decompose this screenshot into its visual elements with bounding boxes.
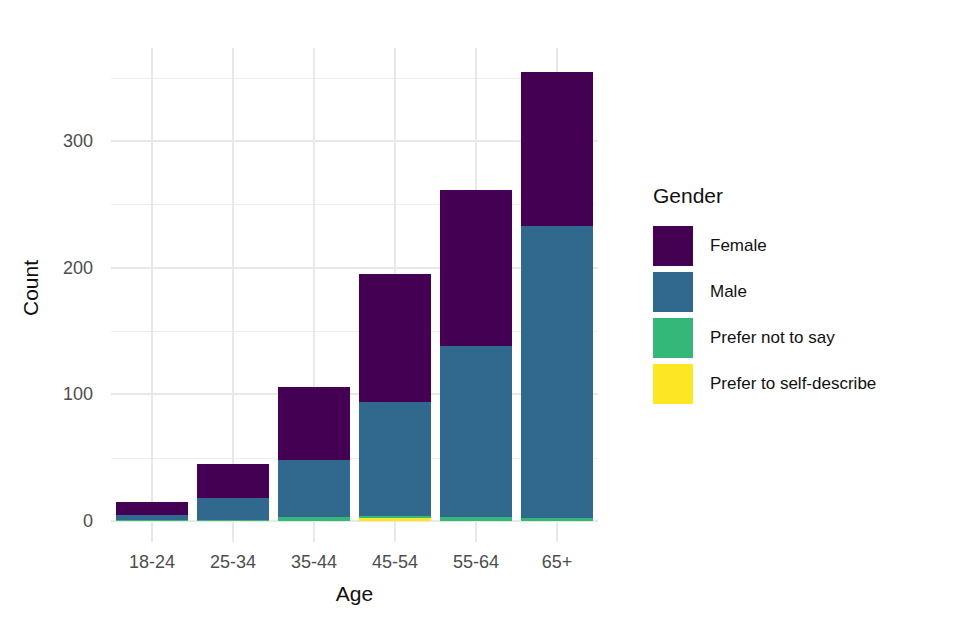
- legend-item-prefer-to-self-describe: Prefer to self-describe: [653, 364, 876, 404]
- x-tick-label-18-24: 18-24: [112, 552, 193, 573]
- legend: Gender Female Male Prefer not to say Prefer…: [653, 184, 876, 410]
- bar-segment-prefer-not-to-say-45-54: [359, 516, 431, 519]
- legend-swatch-icon: [653, 226, 693, 266]
- x-tick-label-35-44: 35-44: [274, 552, 355, 573]
- plot-panel: [111, 48, 598, 542]
- legend-swatch-icon: [653, 318, 693, 358]
- bar-segment-prefer-not-to-say-25-34: [197, 520, 269, 521]
- legend-item-male: Male: [653, 272, 876, 312]
- x-tick-label-55-64: 55-64: [436, 552, 517, 573]
- bar-segment-female-25-34: [197, 464, 269, 498]
- legend-label: Female: [710, 236, 767, 256]
- bar-segment-male-55-64: [440, 346, 512, 517]
- legend-item-prefer-not-to-say: Prefer not to say: [653, 318, 876, 358]
- bar-segment-male-25-34: [197, 498, 269, 520]
- bar-segment-prefer-not-to-say-65-: [521, 518, 593, 521]
- bar-segment-male-35-44: [278, 460, 350, 517]
- bar-segment-female-55-64: [440, 190, 512, 346]
- legend-swatch-icon: [653, 272, 693, 312]
- bar-segment-male-65-: [521, 226, 593, 519]
- bar-segment-prefer-not-to-say-18-24: [116, 520, 188, 521]
- bar-segment-female-65-: [521, 72, 593, 225]
- x-tick-label-45-54: 45-54: [355, 552, 436, 573]
- legend-label: Prefer not to say: [710, 328, 835, 348]
- bar-segment-male-18-24: [116, 515, 188, 520]
- legend-label: Male: [710, 282, 747, 302]
- bar-segment-prefer-not-to-say-35-44: [278, 517, 350, 521]
- x-axis-title: Age: [111, 582, 598, 606]
- legend-items: Female Male Prefer not to say Prefer to sel…: [653, 226, 876, 404]
- bar-segment-prefer-to-self-describe-45-54: [359, 518, 431, 521]
- y-tick-label-300: 300: [25, 130, 93, 151]
- y-axis-title: Count: [19, 260, 43, 316]
- bar-segment-female-45-54: [359, 274, 431, 402]
- x-tick-label-25-34: 25-34: [193, 552, 274, 573]
- y-tick-label-100: 100: [25, 384, 93, 405]
- x-tick-label-65-: 65+: [517, 552, 598, 573]
- y-tick-label-0: 0: [25, 511, 93, 532]
- legend-item-female: Female: [653, 226, 876, 266]
- legend-title: Gender: [653, 184, 876, 208]
- gridline-vertical: [151, 48, 153, 542]
- legend-swatch-icon: [653, 364, 693, 404]
- legend-label: Prefer to self-describe: [710, 374, 876, 394]
- bar-segment-male-45-54: [359, 402, 431, 516]
- bar-segment-female-18-24: [116, 502, 188, 515]
- bar-segment-prefer-not-to-say-55-64: [440, 517, 512, 521]
- bar-segment-female-35-44: [278, 387, 350, 460]
- stacked-bar-chart: 0100200300 18-2425-3435-4445-5455-6465+ …: [0, 0, 960, 640]
